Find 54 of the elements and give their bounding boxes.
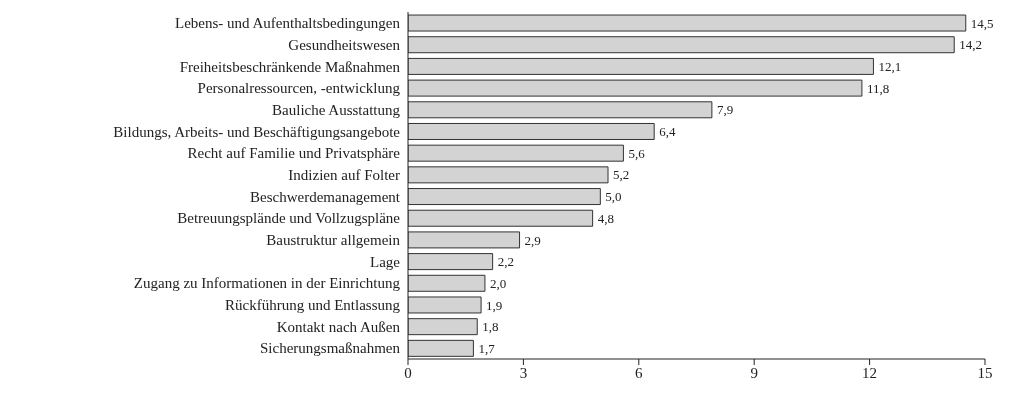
bar <box>408 296 482 314</box>
bar <box>408 188 601 206</box>
x-tick-label: 0 <box>404 364 412 381</box>
bar <box>408 79 863 97</box>
data-label: 5,6 <box>628 145 646 161</box>
data-label: 5,2 <box>613 167 630 183</box>
data-label: 6,4 <box>659 124 676 140</box>
bar <box>408 36 955 54</box>
x-tick-label: 9 <box>750 364 758 381</box>
y-tick-label: Bauliche Ausstattung <box>272 101 401 118</box>
data-label: 4,8 <box>597 210 614 226</box>
data-label: 1,8 <box>482 319 499 335</box>
data-label: 14,2 <box>959 37 982 53</box>
y-tick-label: Sicherungsmaßnahmen <box>260 340 401 357</box>
bar <box>408 318 478 336</box>
data-label: 14,5 <box>970 15 994 31</box>
y-tick-label: Lage <box>370 253 401 270</box>
bar <box>408 57 874 75</box>
bar <box>408 253 494 271</box>
bar <box>408 209 594 227</box>
x-tick-label: 6 <box>635 364 644 381</box>
bar <box>408 339 474 357</box>
bar <box>408 274 486 292</box>
data-label: 2,2 <box>497 254 514 270</box>
y-tick-label: Bildungs, Arbeits- und Beschäftigungsangebote <box>113 123 401 140</box>
x-tick-label: 12 <box>862 364 878 381</box>
data-label: 2,9 <box>524 232 541 248</box>
y-tick-label: Rückführung und Entlassung <box>225 297 401 314</box>
data-label: 2,0 <box>489 275 507 291</box>
data-label: 11,8 <box>866 80 890 96</box>
y-tick-label: Indizien auf Folter <box>288 166 400 183</box>
data-label: 1,9 <box>486 297 503 313</box>
x-tick-label: 3 <box>519 364 528 381</box>
y-tick-label: Gesundheitswesen <box>288 36 401 53</box>
y-tick-label: Zugang zu Informationen in der Einrichtung <box>133 275 401 292</box>
data-label: 7,9 <box>716 102 734 118</box>
y-tick-label: Beschwerdemanagement <box>250 188 401 205</box>
data-label: 5,0 <box>605 189 622 205</box>
bar <box>408 122 655 140</box>
y-tick-label: Betreuungsplände und Vollzugspläne <box>177 210 401 227</box>
y-tick-label: Personalressourcen, -entwicklung <box>197 80 401 97</box>
bar <box>408 144 624 162</box>
y-tick-label: Recht auf Familie und Privatsphäre <box>187 145 401 162</box>
bar <box>408 231 521 249</box>
y-tick-label: Freiheitsbeschränkende Maßnahmen <box>179 58 401 75</box>
y-tick-label: Lebens- und Aufenthaltsbedingungen <box>175 15 401 32</box>
bar <box>408 101 713 119</box>
bar <box>408 166 609 184</box>
y-tick-label: Kontakt nach Außen <box>276 318 401 335</box>
data-label: 12,1 <box>878 59 902 75</box>
data-label: 1,7 <box>478 340 496 356</box>
x-tick-label: 15 <box>977 364 993 381</box>
bar <box>408 14 967 32</box>
y-tick-label: Baustruktur allgemein <box>266 232 401 249</box>
